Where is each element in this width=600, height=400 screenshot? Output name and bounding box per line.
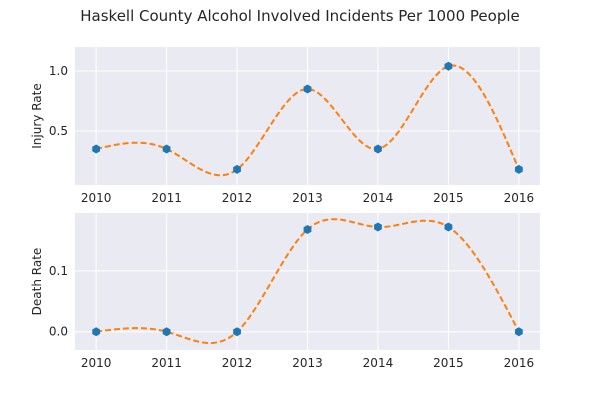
x-tick-label: 2012: [222, 356, 253, 370]
data-point: [444, 61, 453, 71]
x-tick-label: 2016: [504, 356, 535, 370]
y-tick-label: 0.1: [49, 264, 68, 278]
chart-title: Haskell County Alcohol Involved Incident…: [80, 7, 520, 25]
x-tick-label: 2013: [292, 191, 323, 205]
data-point: [514, 327, 523, 337]
data-point: [92, 144, 101, 154]
y-axis-label: Death Rate: [30, 248, 44, 316]
data-point: [374, 222, 382, 232]
data-point: [92, 327, 101, 337]
x-tick-label: 2012: [222, 191, 253, 205]
x-tick-label: 2011: [151, 191, 182, 205]
x-tick-label: 2013: [292, 356, 323, 370]
x-tick-label: 2014: [363, 191, 394, 205]
data-point: [162, 144, 171, 154]
x-tick-label: 2015: [433, 191, 464, 205]
data-point: [233, 327, 241, 337]
data-point: [162, 327, 171, 337]
x-tick-label: 2010: [81, 191, 112, 205]
data-point: [444, 222, 453, 232]
y-tick-label: 0.5: [49, 124, 68, 138]
y-axis-label: Injury Rate: [30, 83, 44, 148]
data-point: [303, 224, 312, 234]
x-tick-label: 2011: [151, 356, 182, 370]
x-tick-label: 2016: [504, 191, 535, 205]
x-tick-label: 2010: [81, 356, 112, 370]
data-point: [303, 84, 312, 94]
data-point: [374, 144, 382, 154]
y-tick-label: 1.0: [49, 64, 68, 78]
data-point: [233, 164, 241, 174]
x-tick-label: 2015: [433, 356, 464, 370]
data-point: [514, 164, 523, 174]
x-tick-label: 2014: [363, 356, 394, 370]
y-tick-label: 0.0: [49, 325, 68, 339]
